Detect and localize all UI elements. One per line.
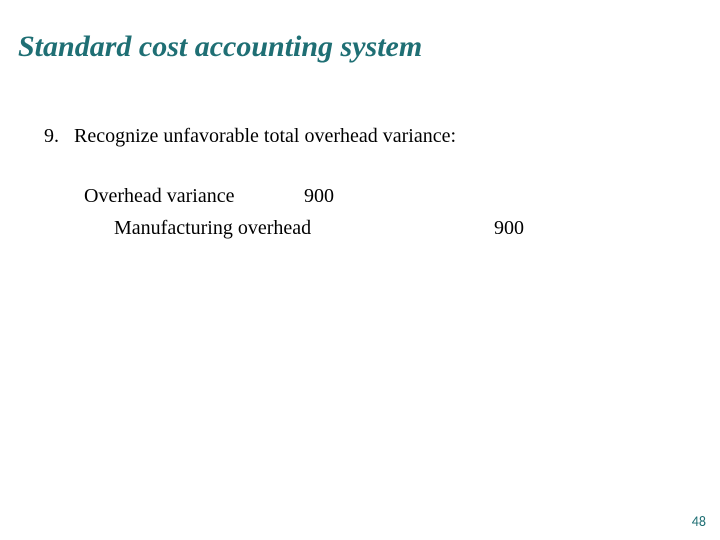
list-text: Recognize unfavorable total overhead var… [74,120,456,152]
list-item: 9. Recognize unfavorable total overhead … [44,120,664,152]
credit-row: Manufacturing overhead 900 [114,212,664,244]
page-number: 48 [692,513,706,530]
debit-account: Overhead variance [84,180,304,212]
slide-body: 9. Recognize unfavorable total overhead … [44,120,664,244]
debit-amount: 900 [304,180,364,212]
debit-row: Overhead variance 900 [84,180,664,212]
list-number: 9. [44,120,64,152]
credit-amount: 900 [494,212,554,244]
slide-title: Standard cost accounting system [18,30,422,64]
credit-account: Manufacturing overhead [114,212,364,244]
spacer [364,212,494,244]
journal-entry: Overhead variance 900 Manufacturing over… [84,180,664,244]
slide: Standard cost accounting system 9. Recog… [0,0,720,540]
